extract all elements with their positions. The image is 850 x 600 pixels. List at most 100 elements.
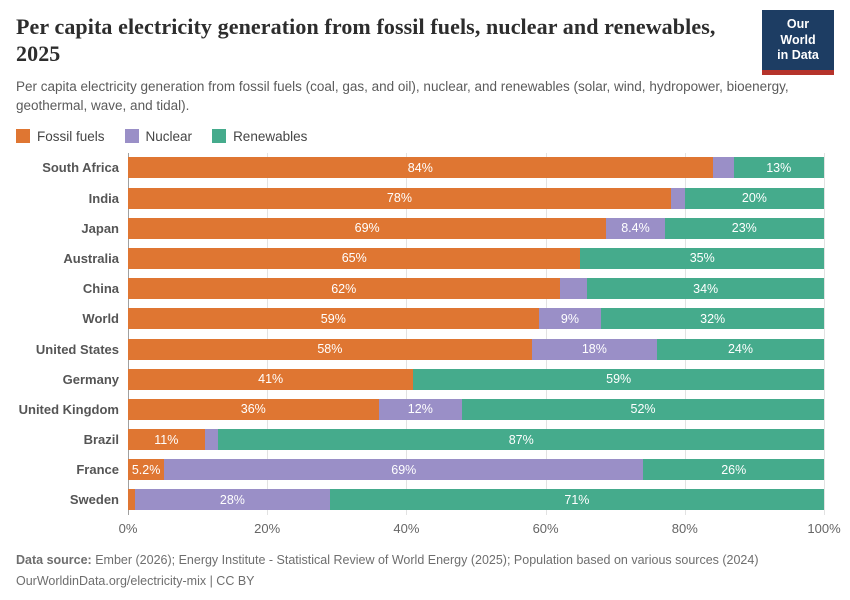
country-label: United States — [35, 341, 119, 357]
bar-segment-renewables[interactable]: 20% — [684, 187, 824, 209]
stacked-bar: 84% 13% — [128, 157, 824, 179]
bar-segment-nuclear[interactable]: 18% — [531, 338, 657, 360]
bar-segment-fossil-fuels[interactable]: 36% — [128, 398, 379, 420]
segment-value-label: 20% — [741, 191, 767, 206]
stacked-bar: 58% 18% 24% — [128, 338, 825, 360]
source-link-line[interactable]: OurWorldinData.org/electricity-mix | CC … — [16, 573, 255, 588]
country-label: Australia — [63, 250, 119, 266]
segment-value-label: 12% — [407, 402, 433, 417]
table-row: Brazil 11% 87% — [16, 424, 824, 454]
bar-segment-renewables[interactable]: 35% — [580, 247, 824, 269]
x-tick-label: 100% — [807, 521, 841, 537]
table-row: United States 58% 18% 24% — [16, 334, 825, 364]
bar-segment-nuclear[interactable] — [204, 429, 219, 451]
legend-item-renewables[interactable]: Renewables — [212, 129, 307, 144]
segment-value-label: 69% — [354, 221, 380, 236]
bar-segment-fossil-fuels[interactable]: 78% — [128, 187, 671, 209]
owid-logo[interactable]: Our World in Data — [762, 10, 834, 75]
bar-segment-renewables[interactable]: 71% — [329, 489, 824, 511]
bar-segment-renewables[interactable]: 59% — [413, 368, 824, 390]
bar-segment-renewables[interactable]: 23% — [664, 217, 824, 239]
bar-segment-nuclear[interactable] — [712, 157, 734, 179]
bar-segment-nuclear[interactable]: 69% — [164, 459, 644, 481]
segment-value-label: 34% — [693, 281, 719, 296]
y-axis-line — [128, 152, 129, 516]
bar-rows: South Africa 84% 13% India 78% 20% Japan 69% 8.4… — [16, 153, 825, 515]
bar-segment-nuclear[interactable]: 8.4% — [606, 217, 665, 239]
segment-value-label: 23% — [731, 221, 757, 236]
bar-segment-fossil-fuels[interactable]: 65% — [128, 247, 581, 269]
country-label: Germany — [62, 371, 119, 387]
segment-value-label: 13% — [766, 160, 792, 175]
bar-segment-fossil-fuels[interactable]: 59% — [128, 308, 539, 330]
country-label: United Kingdom — [18, 401, 119, 417]
segment-value-label: 59% — [606, 372, 632, 387]
bar-segment-renewables[interactable]: 13% — [733, 157, 824, 179]
bar-segment-fossil-fuels[interactable]: 69% — [128, 217, 607, 239]
segment-value-label: 69% — [391, 462, 417, 477]
bar-segment-fossil-fuels[interactable]: 62% — [128, 278, 560, 300]
segment-value-label: 36% — [240, 402, 266, 417]
stacked-bar: 28% 71% — [128, 489, 824, 511]
segment-value-label: 41% — [258, 372, 284, 387]
legend-swatch-icon — [212, 129, 227, 144]
country-label: Sweden — [69, 492, 119, 508]
legend-item-fossil-fuels[interactable]: Fossil fuels — [16, 129, 105, 144]
bar-segment-fossil-fuels[interactable] — [128, 489, 135, 511]
stacked-bar: 59% 9% 32% — [128, 308, 824, 330]
segment-value-label: 59% — [320, 311, 346, 326]
segment-value-label: 65% — [341, 251, 367, 266]
bar-segment-nuclear[interactable]: 12% — [378, 398, 463, 420]
owid-logo-line2: in Data — [777, 48, 819, 63]
segment-value-label: 78% — [386, 191, 412, 206]
x-tick-label: 20% — [254, 521, 281, 537]
bar-segment-renewables[interactable]: 24% — [656, 338, 825, 360]
gridlines-layer — [128, 152, 825, 516]
bar-segment-nuclear[interactable] — [559, 278, 588, 300]
legend-swatch-icon — [16, 129, 30, 144]
bar-segment-renewables[interactable]: 34% — [587, 278, 824, 300]
stacked-bar: 69% 8.4% 23% — [128, 217, 824, 239]
legend-label: Renewables — [233, 128, 308, 144]
country-label: World — [82, 311, 119, 327]
segment-value-label: 52% — [630, 402, 656, 417]
bar-segment-renewables[interactable]: 26% — [643, 459, 824, 481]
bar-segment-renewables[interactable]: 52% — [462, 398, 824, 420]
table-row: World 59% 9% 32% — [16, 304, 824, 334]
bar-segment-fossil-fuels[interactable]: 5.2% — [128, 459, 165, 481]
bar-segment-fossil-fuels[interactable]: 11% — [128, 429, 205, 451]
gridline — [406, 152, 408, 516]
segment-value-label: 9% — [560, 311, 579, 326]
data-source-text: Ember (2026); Energy Institute - Statist… — [91, 553, 759, 568]
chart-footer: Data source: Ember (2026); Energy Instit… — [16, 550, 834, 591]
legend-item-nuclear[interactable]: Nuclear — [124, 129, 192, 144]
gridline — [267, 152, 269, 516]
data-source-line: Data source: Ember (2026); Energy Instit… — [16, 550, 834, 571]
country-label: South Africa — [42, 160, 119, 176]
segment-value-label: 35% — [689, 251, 715, 266]
bar-segment-nuclear[interactable]: 28% — [134, 489, 330, 511]
stacked-bar: 78% 20% — [128, 187, 824, 209]
page-title: Per capita electricity generation from f… — [16, 14, 716, 66]
gridline — [684, 152, 686, 516]
table-row: Japan 69% 8.4% 23% — [16, 213, 824, 243]
bar-segment-nuclear[interactable]: 9% — [538, 308, 602, 330]
x-tick-label: 60% — [532, 521, 559, 537]
bar-segment-renewables[interactable]: 87% — [218, 429, 824, 451]
country-label: China — [82, 281, 119, 297]
segment-value-label: 26% — [721, 462, 747, 477]
segment-value-label: 11% — [154, 432, 179, 447]
segment-value-label: 71% — [564, 492, 590, 507]
stacked-bar: 41% 59% — [128, 368, 824, 390]
segment-value-label: 58% — [317, 342, 343, 356]
bar-segment-fossil-fuels[interactable]: 41% — [128, 368, 414, 390]
table-row: United Kingdom 36% 12% 52% — [16, 394, 824, 424]
bar-segment-fossil-fuels[interactable]: 58% — [128, 338, 532, 360]
bar-segment-fossil-fuels[interactable]: 84% — [128, 157, 713, 179]
segment-value-label: 18% — [581, 342, 607, 356]
bar-segment-nuclear[interactable] — [670, 187, 685, 209]
x-tick-label: 40% — [393, 521, 420, 537]
stacked-bar-chart: South Africa 84% 13% India 78% 20% Japan 69% 8.4… — [16, 152, 841, 537]
bar-segment-renewables[interactable]: 32% — [601, 308, 824, 330]
